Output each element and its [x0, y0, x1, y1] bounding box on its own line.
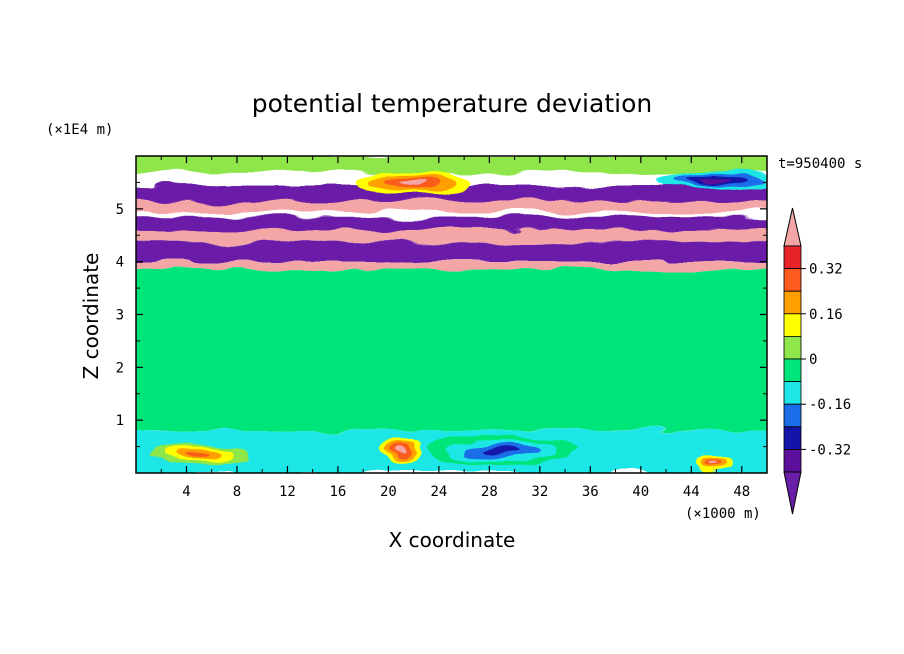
colorbar-swatch-0: [783, 245, 802, 270]
colorbar-tick-label-0: 0.32: [809, 262, 843, 278]
colorbar-swatch-3: [783, 313, 802, 337]
y-tick-label-3: 3: [116, 308, 124, 324]
x-axis: 4 8 12 16 20 24 28 32 36 40 44 48: [160, 156, 750, 500]
contour-blob-2-ring-1: [396, 445, 406, 453]
y-axis: 1 2 3 4 5: [116, 181, 767, 448]
contour-band-7: [136, 269, 767, 431]
x-tick-label-16: 16: [329, 484, 346, 500]
contour-blob-5-ring-1: [186, 451, 212, 458]
colorbar-tick-label-4: -0.32: [809, 442, 851, 458]
contour-band-1: [136, 185, 767, 204]
x-tick-label-40: 40: [632, 484, 649, 500]
x-tick-label-36: 36: [582, 484, 599, 500]
colorbar-swatch-4: [783, 335, 802, 360]
colorbar-swatch-2: [783, 290, 802, 315]
y-unit-label: (×1E4 m): [46, 122, 113, 138]
contour-band-6: [136, 261, 767, 270]
y-tick-label-4: 4: [116, 255, 124, 271]
y-tick-label-2: 2: [116, 360, 124, 376]
colorbar-swatch-7: [783, 403, 802, 428]
contour-blob-4-ring-1: [483, 445, 521, 454]
x-tick-label-24: 24: [430, 484, 447, 500]
contour-band-2: [136, 200, 767, 212]
colorbar: 0.32 0.16 0 -0.16 -0.32: [783, 207, 851, 515]
colorbar-swatch-5: [783, 358, 802, 383]
x-tick-label-4: 4: [182, 484, 190, 500]
colorbar-bottom-arrow: [783, 471, 802, 515]
colorbar-tick-label-3: -0.16: [809, 397, 851, 413]
y-axis-label: Z coordinate: [79, 253, 103, 380]
contour-blob-0-ring-1: [399, 179, 428, 186]
colorbar-swatch-6: [783, 381, 802, 405]
x-tick-label-28: 28: [481, 484, 498, 500]
colorbar-swatch-1: [783, 268, 802, 292]
contour-band-4: [136, 229, 767, 244]
x-tick-label-12: 12: [279, 484, 296, 500]
x-tick-label-8: 8: [233, 484, 241, 500]
colorbar-tick-label-1: 0.16: [809, 307, 843, 323]
chart-title: potential temperature deviation: [252, 89, 652, 118]
colorbar-swatch-9: [783, 448, 802, 473]
x-tick-label-48: 48: [733, 484, 750, 500]
x-tick-label-20: 20: [380, 484, 397, 500]
contour-band-0: [136, 156, 767, 172]
contour-band-3: [136, 216, 767, 230]
colorbar-top-arrow: [783, 207, 802, 247]
colorbar-swatch-8: [783, 426, 802, 450]
x-axis-label: X coordinate: [389, 528, 516, 552]
x-tick-label-32: 32: [531, 484, 548, 500]
time-label: t=950400 s: [778, 156, 862, 172]
contour-blob-1-ring-1: [700, 177, 733, 183]
y-tick-label-1: 1: [116, 413, 124, 429]
contour-blob-3-ring-1: [711, 460, 722, 465]
y-tick-label-5: 5: [116, 202, 124, 218]
contour-field: [136, 156, 767, 473]
x-unit-label: (×1000 m): [685, 506, 761, 522]
x-tick-label-44: 44: [683, 484, 700, 500]
contour-band-5: [136, 243, 767, 262]
colorbar-tick-label-2: 0: [809, 352, 817, 368]
